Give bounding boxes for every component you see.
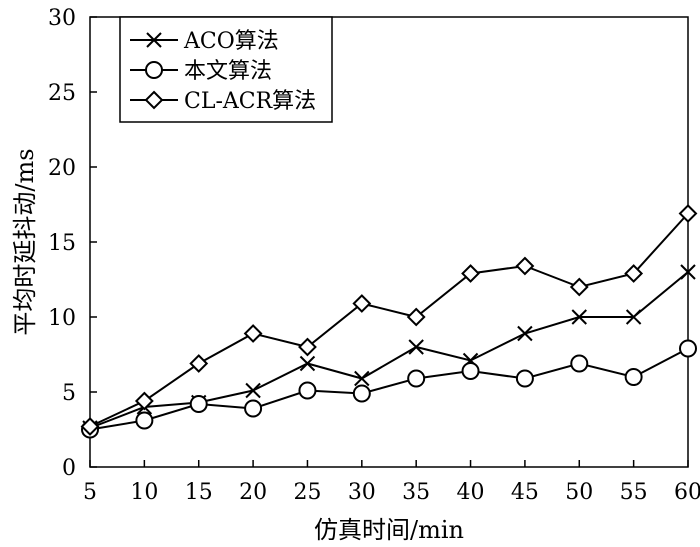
circle-marker [515,369,534,388]
circle-marker [570,354,589,373]
circle-marker [298,381,317,400]
y-tick-label: 0 [62,456,76,481]
x-marker [680,264,696,280]
x-marker [146,32,162,48]
series-line [89,271,689,429]
x-marker [354,370,370,387]
x-tick-label: 30 [348,480,376,505]
circle-marker [244,399,263,418]
x-tick-label: 40 [457,480,485,505]
series-x [82,264,696,436]
circle-marker [624,368,643,386]
circle-marker [679,339,697,358]
x-tick-label: 25 [293,480,321,505]
diamond-marker [406,307,426,327]
series-layer [80,204,698,439]
diamond-marker [298,337,317,357]
x-tick-label: 5 [83,480,97,505]
diamond-marker [461,264,480,283]
x-marker-stroke [146,32,162,48]
x-axis-label: 仿真时间/min [314,516,464,544]
x-marker-stroke [571,309,587,325]
diamond-marker [569,277,589,297]
circle-marker [189,395,208,413]
x-marker-stroke [354,370,370,387]
circle-marker [461,362,480,380]
legend-entry: CL-ACR算法 [130,89,316,114]
circle-marker [145,61,163,79]
diamond-marker [624,264,644,283]
circle-marker [352,384,371,403]
legend-entry: 本文算法 [130,59,272,84]
legend-entry: ACO算法 [130,29,279,54]
y-tick-label: 20 [48,156,76,181]
x-tick-label: 10 [130,480,158,505]
y-tick-label: 25 [48,81,76,106]
series-diamond [80,204,698,436]
legend-label: 本文算法 [184,59,272,84]
diamond-marker [189,354,209,373]
x-tick-label: 45 [511,480,539,505]
series-circle [81,339,697,439]
x-tick-label: 20 [239,480,267,505]
y-tick-label: 5 [62,381,76,406]
diamond-marker [134,391,154,411]
y-tick-label: 15 [48,231,76,256]
x-marker-stroke [625,309,642,325]
diamond-marker [144,90,164,110]
x-marker [408,339,424,355]
y-axis-label: 平均时延抖动/ms [11,148,39,335]
x-marker [517,325,533,342]
diamond-marker [80,417,100,436]
series-line [89,212,689,428]
x-marker [245,382,261,399]
x-tick-label: 35 [402,480,430,505]
series-line [89,347,689,431]
x-tick-label: 50 [565,480,593,505]
diamond-marker [243,324,263,343]
y-tick-label: 10 [48,306,76,331]
x-tick-label: 60 [674,480,700,505]
x-marker [571,309,587,325]
x-marker [625,309,642,325]
x-marker [299,355,316,372]
x-tick-label: 15 [185,480,213,505]
x-marker-stroke [680,264,696,280]
x-marker-stroke [299,355,316,372]
diamond-marker [352,294,372,313]
x-marker-stroke [245,382,261,399]
diamond-marker [678,204,698,223]
legend-label: ACO算法 [183,29,279,54]
x-marker-stroke [517,325,533,342]
circle-marker [407,369,426,388]
y-tick-label: 30 [48,6,76,31]
circle-marker [135,411,154,430]
diamond-marker [515,256,535,276]
x-tick-label: 55 [620,480,648,505]
legend-label: CL-ACR算法 [184,89,316,114]
x-marker-stroke [408,339,424,355]
